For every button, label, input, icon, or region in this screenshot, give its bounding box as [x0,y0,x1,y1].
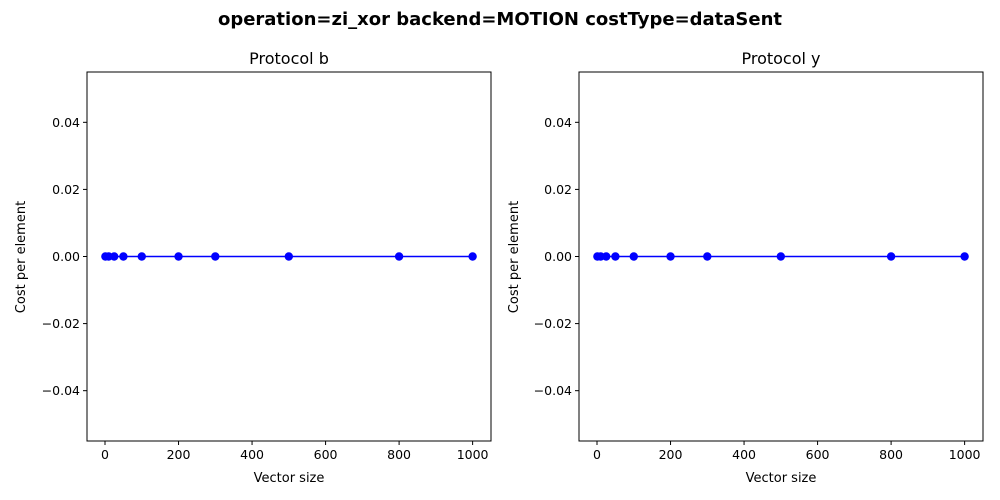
data-point [468,252,477,261]
data-point [174,252,183,261]
data-point [211,252,220,261]
subplot-title: Protocol b [249,49,329,68]
data-point [611,252,620,261]
data-point [886,252,896,261]
x-tick-label: 800 [387,447,411,462]
y-tick-label: 0.00 [544,249,572,264]
y-tick-label: 0.04 [52,115,80,130]
x-tick-label: 200 [167,447,191,462]
y-tick-label: 0.02 [52,182,80,197]
subplot-protocol-b: Protocol b 0 200 400 600 800 1000 −0.04 −0.02 0.… [14,49,492,486]
data-point [960,252,969,261]
x-axis-label: Vector size [254,471,325,486]
x-tick-label: 1000 [457,447,489,462]
y-tick-label: −0.02 [534,316,572,331]
data-point [602,252,611,261]
x-tick-label: 600 [806,447,830,462]
data-point [119,252,128,261]
chart-marks [593,252,969,261]
x-tick-label: 600 [314,447,338,462]
data-point [776,252,786,261]
chart-marks [101,252,477,261]
x-tick-label: 800 [879,447,903,462]
x-tick-label: 1000 [949,447,981,462]
data-point [703,252,712,261]
subplot-protocol-y: Protocol y 0 200 400 600 800 1000 −0.04 −0.02 0.… [507,49,984,486]
y-tick-label: −0.02 [42,316,80,331]
data-point [137,252,146,261]
figure-suptitle: operation=zi_xor backend=MOTION costType… [218,9,782,30]
y-tick-label: 0.00 [52,249,80,264]
data-point [629,252,638,261]
y-tick-label: −0.04 [42,383,80,398]
data-point [666,252,675,261]
x-tick-label: 400 [240,447,264,462]
subplot-title: Protocol y [741,49,820,68]
data-point [110,252,119,261]
y-tick-label: 0.02 [544,182,572,197]
x-axis-label: Vector size [746,471,817,486]
y-axis-label: Cost per element [507,201,522,313]
x-tick-label: 200 [659,447,683,462]
data-point [284,252,294,261]
y-tick-label: 0.04 [544,115,572,130]
axis-ticks: 0 200 400 600 800 1000 −0.04 −0.02 0.00 0.02 0.04 [534,115,981,462]
x-tick-label: 0 [101,447,109,462]
data-point [394,252,404,261]
x-tick-label: 400 [732,447,756,462]
y-tick-label: −0.04 [534,383,572,398]
y-axis-label: Cost per element [14,201,29,313]
axis-ticks: 0 200 400 600 800 1000 −0.04 −0.02 0.00 0.02 0.04 [42,115,489,462]
x-tick-label: 0 [593,447,601,462]
